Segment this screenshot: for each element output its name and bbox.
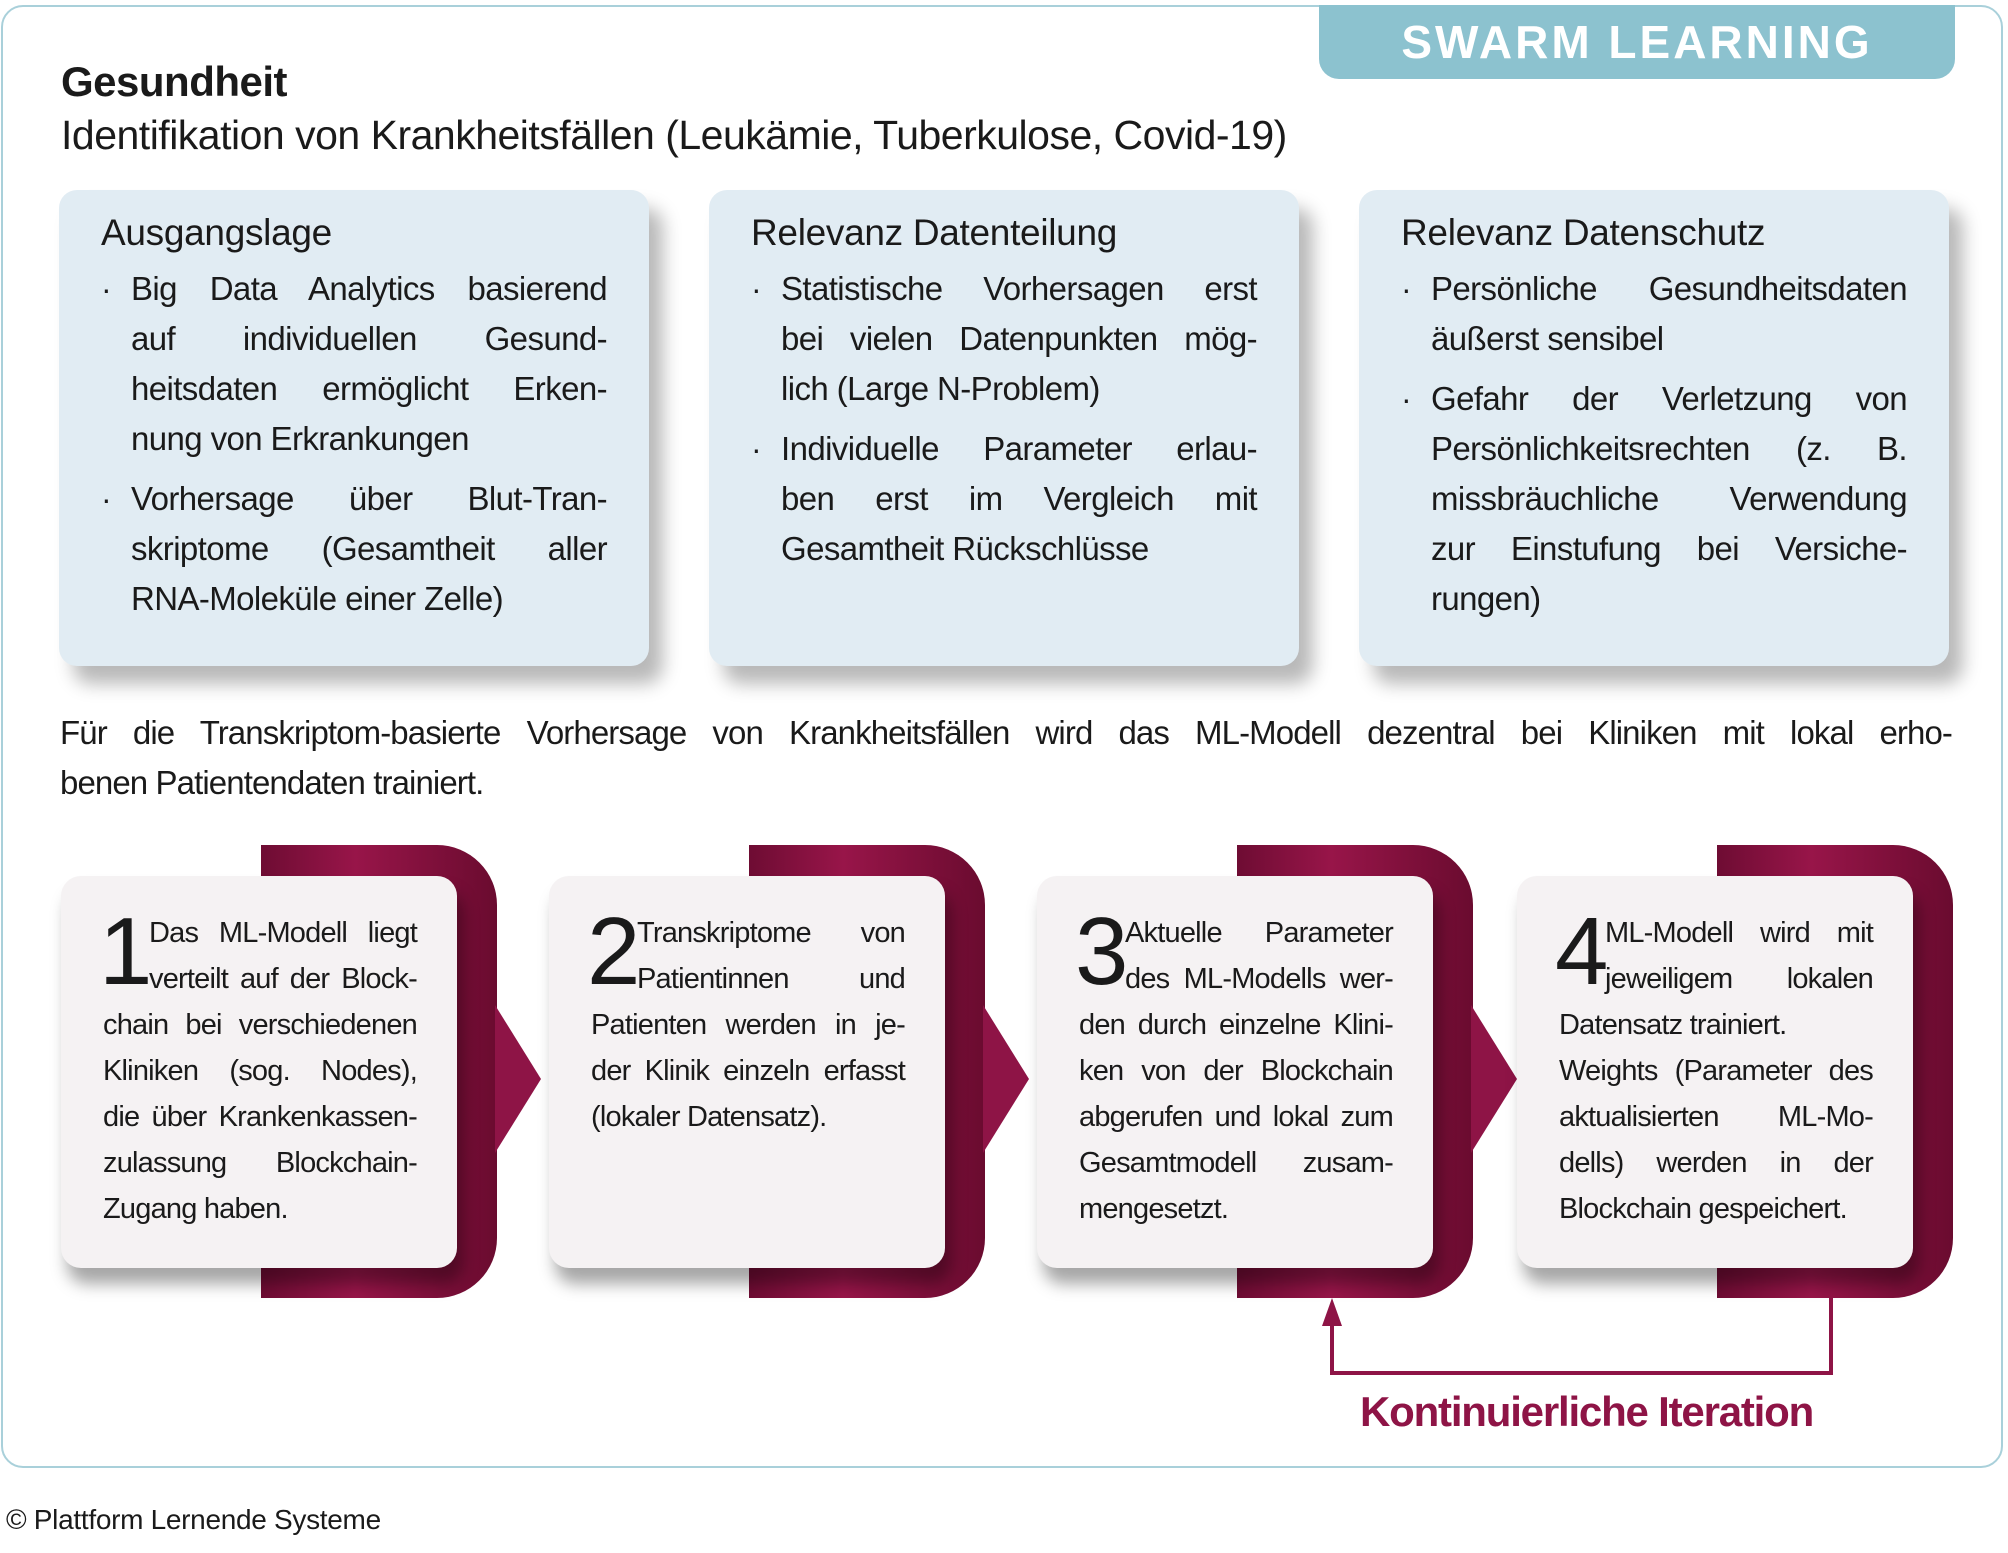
bullet-icon: · [751,271,762,307]
step-card: 4 ML-Modell wird mit jeweiligem lokalen Dat… [1517,876,1913,1268]
bullet-line: Gesamtheit Rückschlüsse [781,530,1149,567]
chevron-right-icon [1471,1005,1517,1153]
bullet-line: skriptome (Gesamtheit aller [131,530,608,567]
bullet-item: · Statistische Vorhersagen erst bei vielen… [751,264,1258,414]
process-step: 3 Aktuelle Parameter des ML-Modells wer-de… [1037,845,1517,1298]
step-text-line: den durch einzelne Klini- [1079,1009,1394,1041]
step-text-line: Transkriptome von [637,917,906,949]
bullet-line: ben erst im Vergleich mit [781,480,1258,517]
bullet-line: äußerst sensibel [1431,320,1664,357]
step-text-line: Aktuelle Parameter [1125,917,1394,949]
step-number: 2 [587,898,641,1005]
info-box-heading: Relevanz Datenschutz [1401,212,1766,253]
bullet-item: · Big Data Analytics basierend auf individ… [101,264,608,464]
bullet-line: auf individuellen Gesund- [131,320,608,357]
bullet-icon: · [101,481,112,517]
bullet-line: Individuelle Parameter erlau- [781,430,1258,467]
step-card: 1 Das ML-Modell liegt verteilt auf der Blo… [61,876,457,1268]
page-subtitle: Identifikation von Krankheitsfällen (Leu… [61,112,1287,158]
step-card: 3 Aktuelle Parameter des ML-Modells wer-de… [1037,876,1433,1268]
page-title: Gesundheit [61,58,288,105]
outer-frame [1,5,2003,1468]
iteration-line [1330,1298,1833,1375]
bullet-icon: · [1401,271,1412,307]
info-box: Ausgangslage · Big Data Analytics basieren… [59,190,649,666]
info-box: Relevanz Datenteilung · Statistische Vorhe… [709,190,1299,666]
info-box-heading: Ausgangslage [101,212,332,253]
step-number: 1 [99,898,153,1005]
step-text-line: Datensatz trainiert. [1559,1009,1787,1041]
step-text-line: zulassung Blockchain- [103,1147,418,1179]
step-text-line: Weights (Parameter des [1559,1055,1874,1087]
bullet-icon: · [1401,381,1412,417]
step-text-line: die über Krankenkassen- [103,1101,418,1133]
info-box-heading: Relevanz Datenteilung [751,212,1117,253]
step-text-line: ken von der Blockchain [1079,1055,1394,1087]
bullet-line: Persönlichkeitsrechten (z. B. [1431,430,1908,467]
step-text-line: abgerufen und lokal zum [1079,1101,1394,1133]
bullet-item: · Vorhersage über Blut-Tran-skriptome (Ge… [101,474,608,624]
step-text-line: jeweiligem lokalen [1605,963,1874,995]
bullet-line: RNA-Moleküle einer Zelle) [131,580,504,617]
bullet-line: zur Einstufung bei Versiche- [1431,530,1908,567]
step-text-line: des ML-Modells wer- [1125,963,1394,995]
bullet-line: Vorhersage über Blut-Tran- [131,480,608,517]
bullet-line: lich (Large N-Problem) [781,370,1100,407]
chevron-right-icon [983,1005,1029,1153]
bullet-line: Persönliche Gesundheitsdaten [1431,270,1908,307]
process-step: 2 Transkriptome von Patientinnen und Patien… [549,845,1029,1298]
step-text-line: Blockchain gespeichert. [1559,1193,1848,1225]
step-text-line: Patientinnen und [637,963,906,995]
description-paragraph: Für die Transkriptom-basierte Vorhersage… [60,708,1953,808]
bullet-line: bei vielen Datenpunkten mög- [781,320,1258,357]
paragraph-line: benen Patientendaten trainiert. [60,764,484,801]
step-text-line: dells) werden in der [1559,1147,1874,1179]
iteration-label: Kontinuierliche Iteration [1360,1388,1814,1435]
step-text-line: Kliniken (sog. Nodes), [103,1055,418,1087]
process-step: 1 Das ML-Modell liegt verteilt auf der Blo… [61,845,541,1298]
step-text-line: Patienten werden in je- [591,1009,906,1041]
bullet-line: nung von Erkrankungen [131,420,469,457]
step-text-line: aktualisierten ML-Mo- [1559,1101,1874,1133]
step-card: 2 Transkriptome von Patientinnen und Patien… [549,876,945,1268]
bullet-line: Big Data Analytics basierend [131,270,608,307]
section-tab: SWARM LEARNING [1319,5,1955,79]
bullet-line: rungen) [1431,580,1541,617]
process-step: 4 ML-Modell wird mit jeweiligem lokalen Dat… [1517,845,1953,1298]
bullet-icon: · [101,271,112,307]
step-number: 3 [1075,898,1129,1005]
copyright-footer: © Plattform Lernende Systeme [6,1504,381,1535]
paragraph-line: Für die Transkriptom-basierte Vorhersage… [60,714,1953,751]
bullet-line: Gefahr der Verletzung von [1431,380,1908,417]
step-text-line: der Klinik einzeln erfasst [591,1055,906,1087]
step-number: 4 [1555,898,1609,1005]
step-text-line: Gesamtmodell zusam- [1079,1147,1394,1179]
iteration-arrow-icon [1322,1298,1342,1326]
step-text-line: Zugang haben. [103,1193,289,1225]
bullet-icon: · [751,431,762,467]
bullet-item: · Persönliche Gesundheitsdaten äußerst sen… [1401,264,1908,364]
step-text-line: Das ML-Modell liegt [149,917,418,949]
bullet-line: heitsdaten ermöglicht Erken- [131,370,608,407]
step-text-line: chain bei verschiedenen [103,1009,418,1041]
chevron-right-icon [495,1005,541,1153]
bullet-line: missbräuchliche Verwendung [1431,480,1908,517]
bullet-item: · Individuelle Parameter erlau-ben erst i… [751,424,1258,574]
step-text-line: (lokaler Datensatz). [591,1101,827,1133]
step-text-line: ML-Modell wird mit [1605,917,1874,949]
bullet-item: · Gefahr der Verletzung von Persönlichkeit… [1401,374,1908,624]
step-text-line: verteilt auf der Block- [149,963,418,995]
bullet-line: Statistische Vorhersagen erst [781,270,1258,307]
step-text-line: mengesetzt. [1079,1193,1229,1225]
info-box: Relevanz Datenschutz · Persönliche Gesundh… [1359,190,1949,666]
